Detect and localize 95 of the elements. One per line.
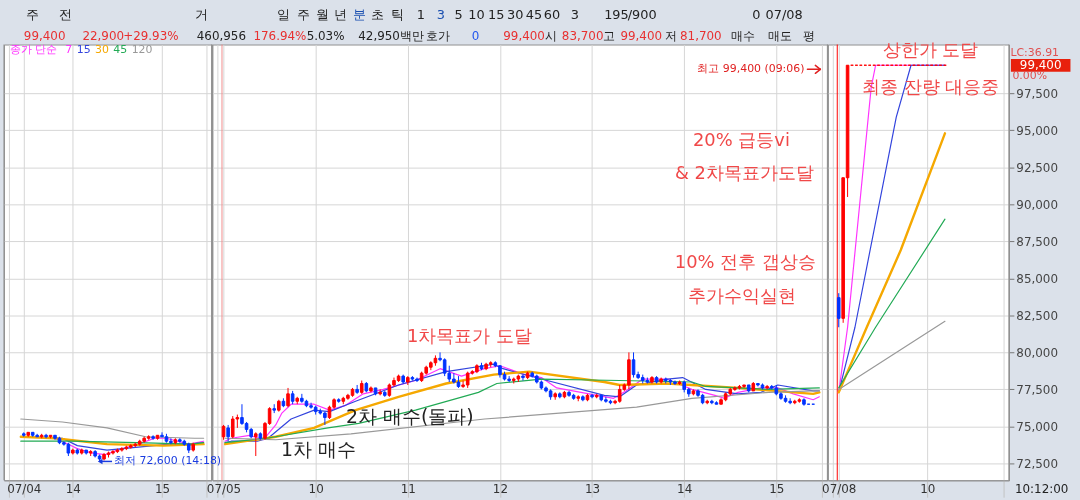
- x-tick-label: 07/05: [206, 481, 242, 496]
- candlestick: [836, 292, 841, 328]
- text: 매도: [768, 28, 793, 43]
- candlestick: [253, 431, 258, 457]
- y-tick-label: 72,500: [1016, 456, 1059, 471]
- text: /900: [627, 6, 657, 22]
- text: 30: [506, 6, 524, 22]
- text: 42,950백만: [358, 28, 424, 43]
- candlestick: [230, 415, 235, 439]
- text: 60: [543, 6, 561, 22]
- text: 99,400: [620, 28, 663, 43]
- text: 3: [570, 6, 579, 22]
- x-tick-label: 07/08: [822, 481, 857, 496]
- y-tick-label: 95,000: [1016, 123, 1059, 138]
- y-tick-label: 77,500: [1016, 382, 1059, 397]
- x-tick-label: 15: [154, 481, 171, 496]
- text: 주: [297, 6, 311, 22]
- x-tick-label: 14: [65, 481, 81, 496]
- text: 틱: [390, 6, 404, 22]
- text: 99,400: [23, 28, 66, 43]
- text: 15: [488, 6, 505, 22]
- y-tick-label: 85,000: [1016, 271, 1059, 286]
- text: 전: [59, 6, 73, 22]
- text: 5.03%: [306, 28, 345, 43]
- annotation: 상한가 도달: [882, 39, 979, 61]
- y-tick-label: 80,000: [1016, 345, 1059, 360]
- text: 81,700: [679, 28, 722, 43]
- text: 주: [26, 6, 40, 22]
- text: 평: [803, 28, 816, 43]
- text: 1: [416, 6, 425, 22]
- text: 10: [468, 6, 485, 22]
- text: 시: [544, 28, 557, 43]
- text: 45: [113, 43, 128, 57]
- text: 460,956: [196, 28, 246, 43]
- candlestick: [507, 375, 511, 383]
- annotation: 최고 99,400 (09:06): [697, 62, 805, 76]
- candlestick: [169, 437, 173, 445]
- annotation: 1차목표가 도달: [406, 325, 532, 347]
- x-tick-label: 07/04: [7, 481, 42, 496]
- text: 년: [333, 6, 347, 22]
- candlestick: [590, 393, 594, 399]
- text: 83,700: [561, 28, 604, 43]
- y-tick-label: 82,500: [1016, 308, 1059, 323]
- candlestick: [151, 434, 155, 441]
- x-tick-label: 10: [920, 481, 936, 496]
- text: 7: [65, 43, 73, 57]
- text: 거: [195, 6, 209, 22]
- text: 45: [525, 6, 543, 22]
- x-tick-label: 15: [769, 481, 785, 496]
- text: LC:36.91: [1010, 46, 1060, 60]
- text: 일: [277, 6, 291, 22]
- text: 10:12:00: [1014, 482, 1069, 497]
- text: 월: [316, 6, 330, 22]
- x-tick-label: 11: [400, 481, 416, 496]
- candlestick: [521, 374, 525, 382]
- candlestick: [355, 384, 359, 395]
- text: 0: [471, 28, 480, 43]
- annotation: 1차 매수: [281, 438, 357, 461]
- text: 30: [95, 43, 110, 57]
- text: 195: [604, 6, 629, 22]
- x-tick-label: 14: [677, 481, 693, 496]
- candlestick: [286, 387, 290, 408]
- text: 07/08: [765, 6, 803, 22]
- text: 호가: [425, 28, 450, 43]
- text: 분: [352, 6, 366, 22]
- y-tick-label: 87,500: [1016, 234, 1059, 249]
- annotation: 추가수익실현: [688, 284, 797, 306]
- text: 176.94%: [253, 28, 307, 43]
- text: 5: [454, 6, 463, 22]
- y-tick-label: 92,500: [1016, 160, 1059, 175]
- text: 매수: [730, 28, 755, 43]
- text: 저: [665, 28, 678, 43]
- y-tick-label: 75,000: [1016, 419, 1059, 434]
- x-tick-label: 12: [492, 481, 509, 496]
- y-tick-label: 97,500: [1016, 86, 1059, 101]
- legend-title: 종가 단순: [9, 43, 58, 57]
- text: +29.93%: [123, 28, 179, 43]
- x-tick-label: 10: [308, 481, 324, 496]
- annotation: & 2차목표가도달: [674, 161, 814, 183]
- text: 15: [76, 43, 91, 57]
- x-tick-label: 13: [584, 481, 601, 496]
- text: 120: [131, 43, 153, 57]
- text: 22,900: [82, 28, 125, 43]
- candlestick: [160, 431, 164, 438]
- text: 3: [436, 6, 445, 22]
- text: 0: [752, 6, 761, 22]
- candlestick: [111, 449, 115, 456]
- annotation: 20% 급등vi: [692, 128, 790, 150]
- annotation: 최저 72,600 (14:18): [114, 454, 222, 468]
- text: 99,400: [503, 28, 545, 43]
- y-tick-label: 90,000: [1016, 197, 1059, 212]
- candlestick: [44, 433, 48, 439]
- text: 고: [603, 28, 616, 43]
- text: 초: [370, 6, 384, 22]
- annotation: 10% 전후 갭상승: [674, 250, 816, 272]
